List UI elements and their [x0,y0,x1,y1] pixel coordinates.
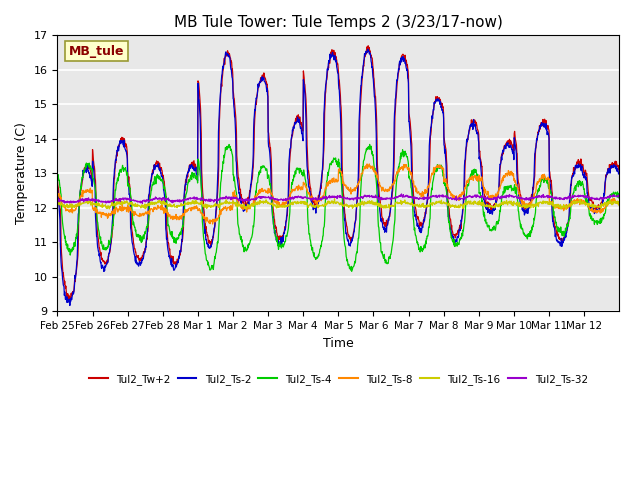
Tul2_Ts-4 [324,172,332,178]
Tul2_Ts-32 [472,192,479,198]
Tul2_Tw+2 [472,119,479,124]
Tul2_Ts-32 [397,191,405,197]
Tul2_Ts-32 [54,197,61,203]
Tul2_Ts-4 [313,254,321,260]
Tul2_Tw+2 [609,164,616,170]
Tul2_Ts-8 [141,210,149,216]
Tul2_Ts-8 [616,200,623,205]
Tul2_Ts-2 [616,170,623,176]
Tul2_Ts-32 [324,195,332,201]
Tul2_Tw+2 [66,298,74,304]
Tul2_Ts-8 [472,175,479,180]
Tul2_Ts-4 [54,171,61,177]
Tul2_Ts-4 [616,193,623,199]
Tul2_Tw+2 [314,201,321,206]
Tul2_Ts-32 [616,193,623,199]
Tul2_Ts-8 [209,221,216,227]
Tul2_Ts-16 [324,200,332,206]
Tul2_Ts-2 [472,123,479,129]
Tul2_Tw+2 [142,247,150,252]
Line: Tul2_Ts-32: Tul2_Ts-32 [58,194,620,204]
Tul2_Ts-2 [66,302,74,308]
Tul2_Ts-32 [554,196,562,202]
Tul2_Ts-4 [472,168,479,174]
Tul2_Ts-32 [314,196,321,202]
Tul2_Ts-2 [609,163,616,169]
Tul2_Ts-16 [616,199,623,205]
Tul2_Ts-2 [554,238,562,244]
X-axis label: Time: Time [323,336,354,349]
Tul2_Ts-8 [554,203,562,209]
Tul2_Ts-4 [554,228,562,234]
Tul2_Ts-8 [364,161,371,167]
Tul2_Ts-16 [242,206,250,212]
Tul2_Ts-16 [554,202,562,207]
Tul2_Ts-16 [141,203,149,209]
Title: MB Tule Tower: Tule Temps 2 (3/23/17-now): MB Tule Tower: Tule Temps 2 (3/23/17-now… [174,15,503,30]
Line: Tul2_Ts-8: Tul2_Ts-8 [58,164,620,224]
Tul2_Ts-2 [314,204,321,209]
Tul2_Ts-4 [141,231,149,237]
Tul2_Ts-8 [54,191,61,197]
Y-axis label: Temperature (C): Temperature (C) [15,122,28,224]
Tul2_Ts-2 [142,244,150,250]
Tul2_Ts-4 [609,194,616,200]
Tul2_Ts-2 [54,187,61,192]
Tul2_Tw+2 [54,176,61,182]
Tul2_Ts-16 [472,199,479,204]
Tul2_Ts-4 [348,268,356,274]
Tul2_Tw+2 [616,164,623,169]
Tul2_Ts-16 [54,199,61,205]
Tul2_Ts-8 [324,183,332,189]
Line: Tul2_Tw+2: Tul2_Tw+2 [58,46,620,301]
Tul2_Ts-8 [609,197,616,203]
Tul2_Ts-2 [364,46,372,52]
Line: Tul2_Ts-2: Tul2_Ts-2 [58,49,620,305]
Tul2_Tw+2 [554,231,562,237]
Line: Tul2_Ts-16: Tul2_Ts-16 [58,199,620,209]
Text: MB_tule: MB_tule [68,45,124,58]
Line: Tul2_Ts-4: Tul2_Ts-4 [58,144,620,271]
Tul2_Tw+2 [364,43,372,48]
Tul2_Ts-4 [366,142,374,147]
Tul2_Ts-2 [324,67,332,73]
Tul2_Ts-8 [314,202,321,208]
Tul2_Ts-16 [331,196,339,202]
Tul2_Ts-32 [142,198,150,204]
Tul2_Tw+2 [324,66,332,72]
Tul2_Ts-32 [138,201,146,206]
Tul2_Ts-16 [314,203,321,208]
Tul2_Ts-32 [609,193,616,199]
Legend: Tul2_Tw+2, Tul2_Ts-2, Tul2_Ts-4, Tul2_Ts-8, Tul2_Ts-16, Tul2_Ts-32: Tul2_Tw+2, Tul2_Ts-2, Tul2_Ts-4, Tul2_Ts… [84,370,592,389]
Tul2_Ts-16 [609,200,616,206]
